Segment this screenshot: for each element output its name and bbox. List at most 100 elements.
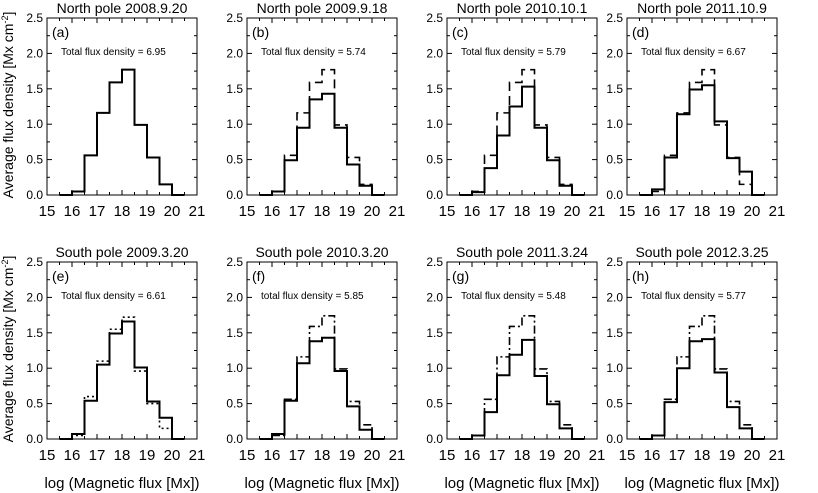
x-tick-label: 16 (464, 203, 481, 220)
x-tick-label: 21 (389, 447, 406, 464)
x-tick-label: 21 (769, 447, 786, 464)
panel-title: South pole 2009.3.20 (55, 244, 188, 260)
x-tick-label: 17 (489, 203, 506, 220)
histogram-series-solid (639, 84, 765, 196)
panel-title: North pole 2011.10.9 (637, 0, 767, 16)
histogram-series-solid (259, 336, 385, 440)
total-flux-annotation: Total flux density = 5.79 (461, 47, 566, 58)
x-tick-label: 20 (164, 203, 181, 220)
x-tick-label: 15 (619, 203, 636, 220)
x-tick-label: 19 (539, 447, 556, 464)
y-tick-label: 0.5 (606, 397, 623, 411)
panel-c: North pole 2010.10.1 (c) Total flux densit… (426, 0, 605, 220)
plot-frame (626, 261, 778, 440)
x-tick-label: 17 (89, 203, 106, 220)
plot-frame (626, 17, 778, 196)
plot-frame (246, 261, 398, 440)
y-tick-label: 2.0 (606, 46, 623, 60)
y-tick-label: 0.0 (606, 432, 623, 446)
histogram-series-solid (459, 338, 585, 440)
x-tick-label: 19 (719, 447, 736, 464)
y-tick-label: 1.0 (26, 361, 43, 375)
x-tick-label: 20 (564, 447, 581, 464)
panel-e: South pole 2009.3.20 (e) Total flux densit… (26, 244, 205, 492)
x-tick-label: 20 (364, 447, 381, 464)
x-tick-label: 15 (39, 447, 56, 464)
x-tick-label: 19 (719, 203, 736, 220)
x-tick-label: 17 (669, 447, 686, 464)
x-tick-label: 18 (694, 203, 711, 220)
y-tick-label: 1.5 (426, 82, 443, 96)
y-tick-label: 0.0 (226, 188, 243, 202)
panel-label: (b) (252, 24, 269, 40)
y-tick-label: 1.5 (226, 82, 243, 96)
x-tick-label: 15 (439, 203, 456, 220)
histogram-series-dotted (59, 316, 185, 440)
histogram-series-dashdot (639, 315, 765, 440)
total-flux-annotation: Total flux density = 5.74 (261, 47, 366, 58)
y-axis-label-top: Average flux density [Mx cm-2] (0, 12, 16, 199)
y-tick-label: 1.5 (426, 326, 443, 340)
y-tick-label: 1.5 (26, 82, 43, 96)
x-tick-label: 16 (64, 203, 81, 220)
panel-f: South pole 2010.3.20 (f) total flux densit… (226, 244, 405, 492)
panel-label: (d) (632, 24, 649, 40)
x-tick-label: 16 (264, 447, 281, 464)
x-tick-label: 21 (769, 203, 786, 220)
histogram-series-solid (259, 92, 385, 196)
x-tick-label: 20 (744, 203, 761, 220)
y-tick-label: 1.0 (606, 361, 623, 375)
y-tick-label: 1.0 (26, 117, 43, 131)
panel-title: South pole 2012.3.25 (635, 244, 768, 260)
panel-title: North pole 2009.9.18 (257, 0, 388, 16)
y-tick-label: 0.0 (426, 188, 443, 202)
x-tick-label: 16 (464, 447, 481, 464)
x-axis-label: log (Magnetic flux [Mx]) (444, 475, 599, 492)
y-tick-label: 1.0 (226, 361, 243, 375)
panel-label: (e) (52, 268, 69, 284)
y-tick-label: 1.0 (426, 361, 443, 375)
x-tick-label: 17 (89, 447, 106, 464)
y-tick-label: 1.0 (606, 117, 623, 131)
x-tick-label: 15 (239, 447, 256, 464)
x-tick-label: 16 (64, 447, 81, 464)
plot-frame (46, 17, 198, 196)
y-axis-label-bottom: Average flux density [Mx cm-2] (0, 256, 16, 443)
y-tick-label: 2.5 (26, 255, 43, 269)
x-tick-label: 19 (139, 447, 156, 464)
histogram-series-solid (59, 68, 185, 196)
y-tick-label: 1.5 (606, 82, 623, 96)
y-tick-label: 0.5 (226, 153, 243, 167)
x-tick-label: 18 (114, 447, 131, 464)
panel-h: South pole 2012.3.25 (h) Total flux densit… (606, 244, 785, 492)
y-tick-label: 0.0 (26, 432, 43, 446)
x-tick-label: 15 (439, 447, 456, 464)
x-tick-label: 17 (289, 447, 306, 464)
x-tick-label: 18 (114, 203, 131, 220)
y-tick-label: 2.0 (26, 46, 43, 60)
x-tick-label: 17 (289, 203, 306, 220)
panel-d: North pole 2011.10.9 (d) Total flux densit… (606, 0, 785, 220)
y-tick-label: 0.5 (426, 153, 443, 167)
histogram-series-dashdot (459, 315, 585, 440)
x-tick-label: 20 (364, 203, 381, 220)
x-tick-label: 19 (139, 203, 156, 220)
y-tick-label: 0.5 (26, 153, 43, 167)
x-tick-label: 20 (744, 447, 761, 464)
x-tick-label: 21 (189, 447, 206, 464)
y-tick-label: 1.5 (606, 326, 623, 340)
x-tick-label: 18 (314, 203, 331, 220)
x-tick-label: 18 (694, 447, 711, 464)
x-tick-label: 20 (164, 447, 181, 464)
y-tick-label: 0.5 (26, 397, 43, 411)
y-tick-label: 1.5 (226, 326, 243, 340)
x-tick-label: 19 (339, 203, 356, 220)
histogram-series-solid (639, 338, 765, 440)
panel-b: North pole 2009.9.18 (b) Total flux densit… (226, 0, 405, 220)
x-tick-label: 19 (539, 203, 556, 220)
y-tick-label: 2.5 (426, 255, 443, 269)
total-flux-annotation: Total flux density = 6.61 (61, 291, 166, 302)
histogram-series-dashed (259, 68, 385, 196)
x-tick-label: 21 (589, 447, 606, 464)
